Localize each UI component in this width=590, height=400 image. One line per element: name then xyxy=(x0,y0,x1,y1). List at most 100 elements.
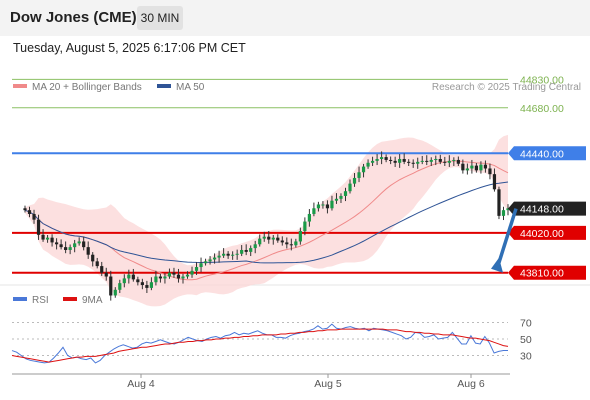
legend-label: RSI xyxy=(32,295,49,306)
candle-body xyxy=(172,272,176,275)
candle-body xyxy=(334,198,339,201)
level-tag xyxy=(508,225,586,240)
candle-body xyxy=(330,200,334,209)
candle-body xyxy=(402,158,406,162)
candle-body xyxy=(45,237,50,240)
candle-body xyxy=(140,282,144,286)
candle-body xyxy=(285,242,289,245)
last-price-label: 44148.00 xyxy=(520,204,564,216)
candle-body xyxy=(357,172,361,178)
candle-body xyxy=(226,253,230,256)
candle-body xyxy=(208,259,212,262)
legend-swatch xyxy=(63,297,77,301)
candle-body xyxy=(393,160,397,163)
candle-body xyxy=(163,276,167,279)
credit-text: Research © 2025 Trading Central xyxy=(432,82,581,93)
candle-body xyxy=(64,247,68,250)
legend-swatch xyxy=(13,297,27,301)
last-price-tag xyxy=(508,201,586,216)
candle-body xyxy=(303,221,307,232)
forecast-arrow-head xyxy=(491,257,503,273)
rsi-tick-label: 70 xyxy=(520,318,532,330)
candle-body xyxy=(145,285,149,288)
candle-body xyxy=(118,283,122,290)
legend-label: 9MA xyxy=(82,295,103,306)
candle-body xyxy=(343,191,348,196)
rsi-series-rsi xyxy=(11,323,508,364)
level-tag xyxy=(508,265,586,280)
level-label: 43810.00 xyxy=(520,268,564,280)
candle-body xyxy=(131,274,135,280)
candle-body xyxy=(294,241,298,246)
level-label: 44680.00 xyxy=(520,103,564,115)
ma50-line xyxy=(24,181,509,264)
candle-body xyxy=(307,213,311,222)
candle-body xyxy=(82,241,86,248)
candle-body xyxy=(488,168,492,175)
candle-body xyxy=(389,159,393,161)
candle-body xyxy=(109,276,113,296)
candle-body xyxy=(398,158,402,163)
candle-body xyxy=(443,161,447,163)
candle-body xyxy=(411,162,415,164)
candle-body xyxy=(86,247,90,255)
candle-body xyxy=(447,160,451,163)
x-tick-label: Aug 4 xyxy=(127,378,155,390)
candle-body xyxy=(235,253,239,255)
candle-body xyxy=(154,276,158,283)
candle-body xyxy=(271,237,275,240)
candle-body xyxy=(212,257,217,260)
candle-body xyxy=(136,279,140,283)
candle-body xyxy=(506,208,510,211)
candle-body xyxy=(425,160,429,162)
candle-body xyxy=(429,159,433,162)
candle-body xyxy=(127,274,131,279)
candle-body xyxy=(375,158,379,161)
candle-body xyxy=(280,240,284,243)
candle-body xyxy=(298,231,302,242)
candle-body xyxy=(181,276,185,279)
candle-body xyxy=(68,247,72,250)
candle-body xyxy=(50,237,54,243)
candle-body xyxy=(77,241,81,244)
candle-body xyxy=(113,289,117,296)
legend-label: MA 50 xyxy=(176,82,205,93)
candle-body xyxy=(316,204,321,209)
candle-body xyxy=(380,157,384,159)
candle-body xyxy=(27,210,32,214)
candle-body xyxy=(348,183,352,192)
candle-body xyxy=(158,276,163,279)
candle-body xyxy=(95,261,99,267)
candle-body xyxy=(231,254,235,256)
candle-body xyxy=(492,174,497,190)
candle-body xyxy=(199,263,203,268)
candle-body xyxy=(222,253,226,256)
candle-body xyxy=(452,159,456,161)
candle-body xyxy=(352,177,357,184)
candle-body xyxy=(461,163,465,171)
bollinger-band xyxy=(25,134,508,307)
datetime-label: Tuesday, August 5, 2025 6:17:06 PM CET xyxy=(13,41,246,55)
rsi-series-9ma xyxy=(11,328,509,363)
timeframe-button[interactable]: 30 MIN xyxy=(137,6,183,30)
candle-body xyxy=(438,158,442,162)
candle-body xyxy=(289,244,293,246)
candle-body xyxy=(384,157,388,160)
candle-body xyxy=(483,164,488,169)
header-bar: Dow Jones (CME) 30 MIN xyxy=(0,0,590,36)
candle-body xyxy=(100,266,104,273)
candle-body xyxy=(434,158,438,160)
level-label: 44830.00 xyxy=(520,74,564,86)
candle-body xyxy=(267,236,271,240)
candle-body xyxy=(321,204,325,206)
candle-body xyxy=(253,244,257,249)
instrument-title: Dow Jones (CME) xyxy=(10,9,137,26)
candle-body xyxy=(194,267,199,271)
candle-body xyxy=(122,278,126,284)
candle-body xyxy=(276,237,280,241)
candle-body xyxy=(203,261,208,264)
candle-body xyxy=(249,248,253,252)
x-tick-label: Aug 6 xyxy=(457,378,485,390)
